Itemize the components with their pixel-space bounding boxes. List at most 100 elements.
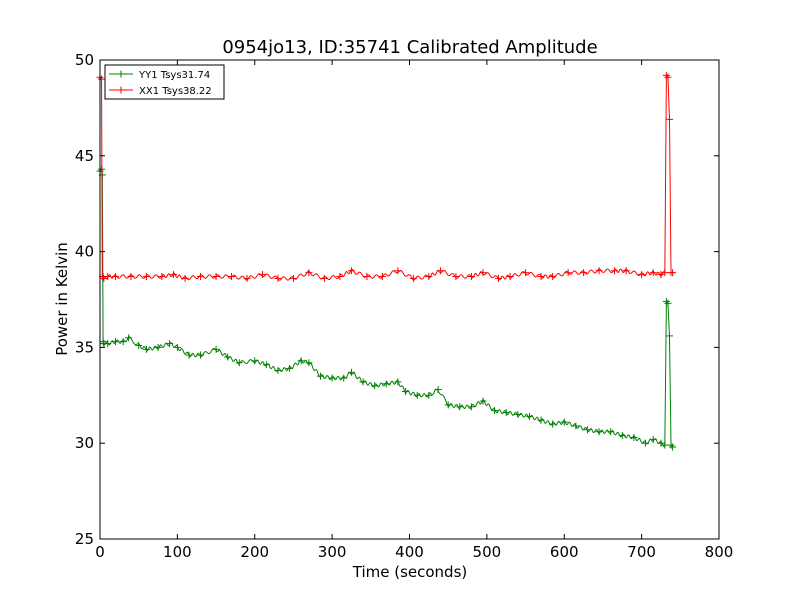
data-point-xx1 [98,75,106,83]
data-point-xx1 [622,267,630,275]
x-tick-label: 800 [705,543,734,561]
data-point-xx1 [347,267,355,275]
data-point-xx1 [595,267,603,275]
data-point-xx1 [212,273,220,281]
data-point-xx1 [127,273,135,281]
data-point-xx1 [657,271,665,279]
data-point-yy1 [135,341,143,349]
legend-item-yy1: YY1 Tsys31.74 [109,70,210,81]
data-point-yy1 [537,416,545,424]
y-tick-label: 25 [75,530,94,548]
data-point-xx1 [669,269,677,277]
data-point-yy1 [641,439,649,447]
data-point-yy1 [502,409,510,417]
series-line-xx1 [99,73,673,281]
data-point-xx1 [197,273,205,281]
data-point-xx1 [479,269,487,277]
data-point-yy1 [649,435,657,443]
data-point-yy1 [125,334,133,342]
data-point-yy1 [328,374,336,382]
data-point-xx1 [181,274,189,282]
data-point-yy1 [618,432,626,440]
legend-item-xx1: XX1 Tsys38.22 [109,86,212,97]
data-point-yy1 [305,359,313,367]
data-point-yy1 [382,380,390,388]
data-point-yy1 [560,418,568,426]
data-point-xx1 [522,269,530,277]
data-point-yy1 [667,441,675,449]
data-point-yy1 [583,426,591,434]
data-point-yy1 [173,343,181,351]
data-point-xx1 [425,273,433,281]
data-point-xx1 [580,269,588,277]
y-axis-label: Power in Kelvin [53,242,71,356]
plot-frame [99,59,720,540]
data-point-xx1 [111,273,119,281]
legend-box [104,64,225,100]
data-point-yy1 [197,351,205,359]
data-point-yy1 [434,386,442,394]
data-point-yy1 [317,372,325,380]
y-tick-label: 45 [75,147,94,165]
data-point-yy1 [142,345,150,353]
data-point-yy1 [185,351,193,359]
data-point-xx1 [363,273,371,281]
x-tick-label: 600 [550,543,579,561]
data-point-yy1 [630,433,638,441]
data-point-xx1 [336,273,344,281]
data-point-xx1 [258,271,266,279]
data-point-yy1 [467,403,475,411]
data-point-xx1 [320,274,328,282]
data-point-xx1 [394,267,402,275]
x-tick-label: 0 [95,543,105,561]
data-point-xx1 [467,273,475,281]
data-point-yy1 [262,361,270,369]
data-point-yy1 [251,357,259,365]
data-point-xx1 [662,71,670,79]
data-point-xx1 [289,274,297,282]
x-tick-label: 200 [240,543,269,561]
data-point-yy1 [111,338,119,346]
y-tick-label: 30 [75,434,94,452]
x-tick-label: 700 [627,543,656,561]
data-point-xx1 [158,273,166,281]
data-point-xx1 [104,273,112,281]
data-point-yy1 [119,338,127,346]
legend: YY1 Tsys31.74 XX1 Tsys38.22 [104,64,225,100]
data-point-yy1 [347,368,355,376]
data-point-yy1 [525,412,533,420]
data-point-yy1 [274,366,282,374]
x-tick-label: 300 [318,543,347,561]
x-tick-label: 400 [395,543,424,561]
data-point-xx1 [665,115,673,123]
y-tick-label: 40 [75,243,94,261]
data-point-yy1 [394,378,402,386]
chart-title: 0954jo13, ID:35741 Calibrated Amplitude [222,37,597,58]
data-point-xx1 [611,267,619,275]
data-point-xx1 [228,273,236,281]
x-axis-label: Time (seconds) [352,563,468,581]
data-point-yy1 [224,353,232,361]
data-point-xx1 [537,273,545,281]
data-point-xx1 [274,274,282,282]
data-point-yy1 [514,410,522,418]
data-point-yy1 [235,359,243,367]
data-point-yy1 [166,340,174,348]
data-point-xx1 [661,269,669,277]
y-tick-label: 50 [75,51,94,69]
data-point-yy1 [662,297,670,305]
data-point-yy1 [595,428,603,436]
data-point-yy1 [549,420,557,428]
data-point-yy1 [607,428,615,436]
data-point-xx1 [564,269,572,277]
data-point-yy1 [657,439,665,447]
data-point-xx1 [305,269,313,277]
data-point-xx1 [664,73,672,81]
data-point-yy1 [456,403,464,411]
data-point-yy1 [212,345,220,353]
data-point-yy1 [425,391,433,399]
legend-label: YY1 Tsys31.74 [138,70,210,81]
data-point-yy1 [104,340,112,348]
data-point-yy1 [444,401,452,409]
